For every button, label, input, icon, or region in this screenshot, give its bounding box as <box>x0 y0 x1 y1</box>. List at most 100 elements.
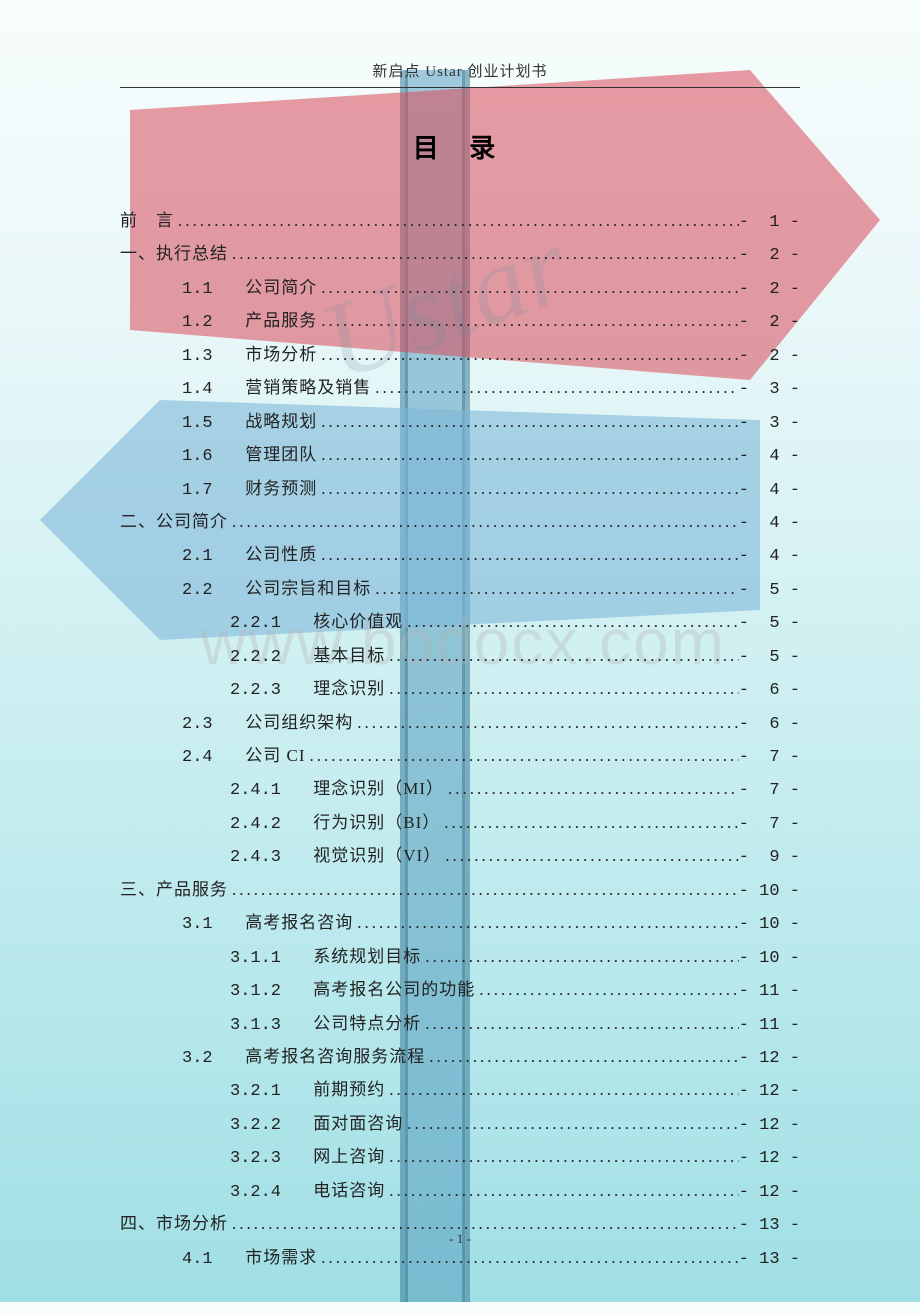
toc-entry-number: 3.2.1 <box>230 1076 308 1107</box>
page-header: 新启点 Ustar 创业计划书 <box>120 60 800 88</box>
toc-entry-page: - 1 - <box>739 207 800 238</box>
toc-entry: 3.1.1 系统规划目标 - 10 - <box>120 941 800 974</box>
toc-entry-number: 2.4 <box>182 742 240 773</box>
toc-entry-label: 1.3 市场分析 <box>182 339 317 372</box>
toc-entry-page: - 4 - <box>739 441 800 472</box>
toc-entry-number: 2.3 <box>182 709 240 740</box>
toc-entry-text: 行为识别（BI） <box>313 813 440 832</box>
toc-entry-number: 2.2 <box>182 575 240 606</box>
toc-entry-text: 市场需求 <box>245 1248 317 1267</box>
toc-entry-label: 一、执行总结 <box>120 238 228 269</box>
toc-entry-page: - 13 - <box>739 1244 800 1275</box>
toc-leader-dots <box>317 539 739 570</box>
toc-leader-dots <box>317 339 739 370</box>
toc-entry-page: - 11 - <box>739 976 800 1007</box>
toc-entry-page: - 2 - <box>739 240 800 271</box>
toc-entry-label: 3.2.4 电话咨询 <box>230 1175 385 1208</box>
toc-entry-text: 公司宗旨和目标 <box>245 579 371 598</box>
toc-leader-dots <box>441 840 739 871</box>
toc-entry-text: 市场分析 <box>245 345 317 364</box>
toc-entry-text: 一、执行总结 <box>120 244 228 263</box>
toc-entry-label: 3.1.1 系统规划目标 <box>230 941 421 974</box>
toc-entry-page: - 12 - <box>739 1110 800 1141</box>
toc-entry-label: 1.5 战略规划 <box>182 406 317 439</box>
toc-leader-dots <box>306 740 739 771</box>
toc-entry-label: 3.1 高考报名咨询 <box>182 907 353 940</box>
toc-leader-dots <box>317 406 739 437</box>
toc-leader-dots <box>385 673 739 704</box>
toc-entry-label: 2.3 公司组织架构 <box>182 707 353 740</box>
toc-entry-number: 2.2.1 <box>230 608 308 639</box>
toc-entry: 1.3 市场分析 - 2 - <box>120 339 800 372</box>
toc-entry-page: - 3 - <box>739 408 800 439</box>
toc-entry-page: - 5 - <box>739 608 800 639</box>
toc-entry-text: 战略规划 <box>245 412 317 431</box>
toc-entry: 2.2 公司宗旨和目标 - 5 - <box>120 573 800 606</box>
toc-entry-text: 管理团队 <box>245 445 317 464</box>
toc-leader-dots <box>421 941 739 972</box>
toc-leader-dots <box>385 1074 739 1105</box>
toc-entry-number: 1.6 <box>182 441 240 472</box>
toc-entry-number: 3.1.3 <box>230 1010 308 1041</box>
toc-entry-number: 2.4.3 <box>230 842 308 873</box>
page-footer: - 1 - <box>0 1231 920 1247</box>
toc-entry-text: 前 言 <box>120 211 174 230</box>
toc-entry-label: 3.2 高考报名咨询服务流程 <box>182 1041 425 1074</box>
toc-entry-label: 3.2.2 面对面咨询 <box>230 1108 403 1141</box>
toc-leader-dots <box>440 807 739 838</box>
toc-entry-page: - 9 - <box>739 842 800 873</box>
toc-entry-page: - 10 - <box>739 909 800 940</box>
toc-entry-label: 2.2.2 基本目标 <box>230 640 385 673</box>
toc-leader-dots <box>317 473 739 504</box>
toc-entry: 三、产品服务 - 10 - <box>120 874 800 907</box>
toc-leader-dots <box>403 1108 739 1139</box>
toc-entry-text: 网上咨询 <box>313 1147 385 1166</box>
toc-entry-label: 3.1.2 高考报名公司的功能 <box>230 974 475 1007</box>
toc-entry-text: 高考报名咨询 <box>245 913 353 932</box>
toc-entry-label: 二、公司简介 <box>120 506 228 537</box>
toc-leader-dots <box>228 238 739 269</box>
toc-entry: 2.2.2 基本目标 - 5 - <box>120 640 800 673</box>
toc-entry-text: 公司特点分析 <box>313 1014 421 1033</box>
toc-entry-page: - 2 - <box>739 341 800 372</box>
toc-entry-number: 1.3 <box>182 341 240 372</box>
toc-entry-page: - 7 - <box>739 742 800 773</box>
toc-entry-text: 高考报名公司的功能 <box>313 980 475 999</box>
toc-entry-page: - 10 - <box>739 943 800 974</box>
toc-entry-page: - 10 - <box>739 876 800 907</box>
toc-entry-number: 3.2.3 <box>230 1143 308 1174</box>
toc-entry-label: 2.2 公司宗旨和目标 <box>182 573 371 606</box>
toc-entry-page: - 2 - <box>739 307 800 338</box>
toc-entry-label: 2.4.3 视觉识别（VI） <box>230 840 441 873</box>
toc-entry: 3.1 高考报名咨询 - 10 - <box>120 907 800 940</box>
toc-entry-text: 公司组织架构 <box>245 713 353 732</box>
toc-entry-number: 2.2.2 <box>230 642 308 673</box>
toc-entry-text: 理念识别（MI） <box>313 779 444 798</box>
toc-entry: 2.4.1 理念识别（MI） - 7 - <box>120 773 800 806</box>
toc-entry: 3.1.2 高考报名公司的功能 - 11 - <box>120 974 800 1007</box>
toc-entry-label: 3.2.1 前期预约 <box>230 1074 385 1107</box>
toc-entry-page: - 12 - <box>739 1076 800 1107</box>
toc-entry-number: 1.5 <box>182 408 240 439</box>
toc-entry-number: 2.4.2 <box>230 809 308 840</box>
toc-entry: 2.4.3 视觉识别（VI） - 9 - <box>120 840 800 873</box>
toc-entry-label: 前 言 <box>120 205 174 236</box>
toc-entry-number: 1.4 <box>182 374 240 405</box>
toc-entry: 2.1 公司性质- 4 - <box>120 539 800 572</box>
toc-leader-dots <box>371 372 739 403</box>
toc-entry-text: 电话咨询 <box>313 1181 385 1200</box>
toc-entry-page: - 4 - <box>739 475 800 506</box>
toc-entry: 3.2.4 电话咨询 - 12 - <box>120 1175 800 1208</box>
toc-entry-label: 1.2 产品服务 <box>182 305 317 338</box>
toc-entry-page: - 5 - <box>739 575 800 606</box>
toc-leader-dots <box>353 907 739 938</box>
toc-entry-page: - 5 - <box>739 642 800 673</box>
toc-entry-label: 1.1 公司简介 <box>182 272 317 305</box>
toc-entry-label: 三、产品服务 <box>120 874 228 905</box>
toc-entry: 1.7 财务预测- 4 - <box>120 473 800 506</box>
toc-entry-text: 营销策略及销售 <box>245 378 371 397</box>
toc-entry: 2.2.1 核心价值观 - 5 - <box>120 606 800 639</box>
toc-entry-text: 视觉识别（VI） <box>313 846 441 865</box>
toc-entry-number: 3.1.2 <box>230 976 308 1007</box>
toc-entry-label: 2.4.1 理念识别（MI） <box>230 773 444 806</box>
